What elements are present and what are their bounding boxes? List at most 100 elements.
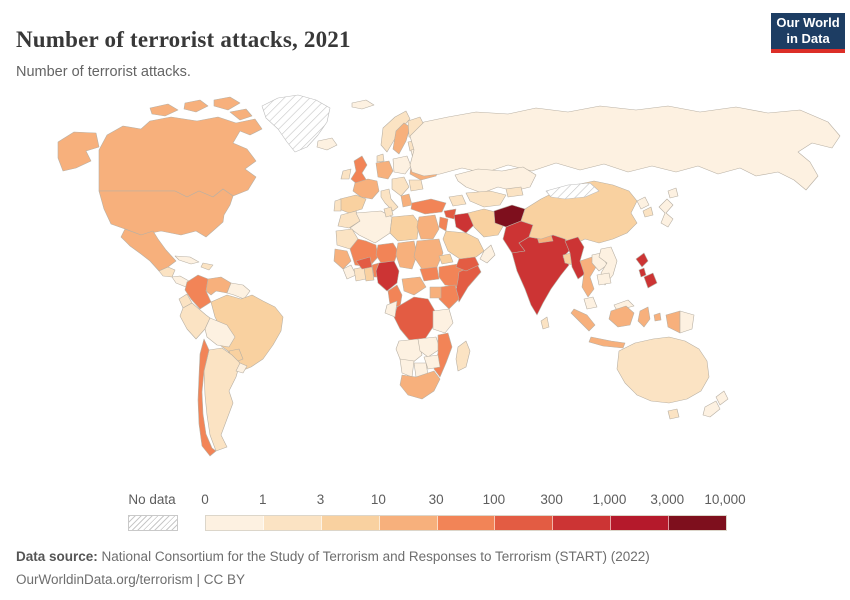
country-madagascar[interactable]	[455, 340, 471, 372]
country-uruguay[interactable]	[235, 362, 248, 374]
country-denmark[interactable]	[376, 153, 385, 163]
country-kenya[interactable]	[438, 284, 460, 310]
country-greenland[interactable]	[261, 94, 331, 153]
country-drc[interactable]	[393, 296, 436, 342]
country-png[interactable]	[679, 310, 695, 334]
legend-color-bar[interactable]	[205, 515, 727, 531]
country-canada-arctic3[interactable]	[213, 96, 241, 111]
country-argentina[interactable]	[203, 347, 241, 452]
country-eritrea[interactable]	[438, 253, 454, 265]
country-syria[interactable]	[443, 208, 457, 220]
country-oman[interactable]	[479, 244, 496, 264]
legend-bin-300–1,000[interactable]	[553, 516, 612, 530]
country-car[interactable]	[401, 276, 427, 296]
country-france[interactable]	[352, 178, 380, 200]
country-zimbabwe[interactable]	[423, 354, 441, 370]
country-algeria[interactable]	[349, 210, 393, 244]
country-cambodia[interactable]	[596, 272, 612, 286]
country-indonesia-java[interactable]	[588, 336, 626, 349]
country-indonesia-borneo[interactable]	[608, 305, 635, 328]
country-tunisia[interactable]	[383, 206, 394, 218]
country-nigeria[interactable]	[375, 260, 400, 292]
country-greece[interactable]	[400, 193, 413, 208]
country-levant[interactable]	[438, 216, 449, 232]
country-egypt[interactable]	[416, 214, 440, 240]
country-sri-lanka[interactable]	[540, 316, 550, 330]
country-iceland[interactable]	[316, 137, 338, 151]
country-russia[interactable]	[409, 105, 841, 191]
no-data-swatch[interactable]	[128, 515, 178, 531]
country-balkans[interactable]	[391, 176, 410, 197]
country-spain[interactable]	[338, 194, 367, 214]
country-cameroon[interactable]	[387, 284, 403, 308]
country-venezuela[interactable]	[205, 276, 232, 296]
legend-bin-1–3[interactable]	[263, 516, 322, 530]
country-italy[interactable]	[380, 188, 399, 212]
country-libya[interactable]	[389, 214, 420, 242]
country-usa-alaska[interactable]	[57, 131, 100, 172]
country-svalbard[interactable]	[351, 99, 375, 110]
country-philippines-visayas[interactable]	[638, 267, 647, 278]
country-ireland[interactable]	[340, 168, 352, 180]
country-chile[interactable]	[197, 338, 217, 457]
country-caucasus[interactable]	[448, 194, 467, 207]
country-australia[interactable]	[616, 336, 710, 404]
country-yemen[interactable]	[455, 256, 480, 272]
country-malaysia-peninsula[interactable]	[583, 296, 598, 310]
country-guatemala[interactable]	[158, 266, 176, 278]
legend-bin-3–10[interactable]	[321, 516, 380, 530]
country-kazakhstan[interactable]	[454, 166, 537, 194]
country-sweden[interactable]	[392, 122, 411, 155]
country-zambia[interactable]	[417, 336, 441, 358]
country-indonesia-sumatra[interactable]	[570, 308, 596, 332]
license-line[interactable]: OurWorldinData.org/terrorism | CC BY	[16, 572, 246, 587]
legend-bin-0–1[interactable]	[206, 516, 264, 530]
country-congo-gabon[interactable]	[384, 300, 398, 318]
country-indonesia-sulawesi[interactable]	[637, 306, 651, 328]
country-philippines-mindanao[interactable]	[643, 272, 658, 289]
country-iraq[interactable]	[453, 212, 475, 234]
country-mongolia[interactable]	[545, 182, 600, 200]
country-malaysia-borneo[interactable]	[613, 299, 635, 310]
country-niger[interactable]	[375, 242, 399, 264]
country-cuba[interactable]	[174, 255, 200, 265]
country-south-korea[interactable]	[642, 206, 654, 218]
country-kyrgyz-tajik[interactable]	[505, 186, 524, 198]
country-turkey[interactable]	[410, 198, 447, 215]
country-china[interactable]	[520, 180, 638, 246]
country-south-sudan[interactable]	[419, 266, 440, 282]
country-nz-north[interactable]	[715, 390, 729, 406]
country-bolivia[interactable]	[204, 317, 236, 348]
country-south-africa[interactable]	[399, 370, 441, 400]
country-indonesia-papua[interactable]	[665, 310, 681, 334]
country-germany[interactable]	[375, 160, 394, 180]
country-tanzania[interactable]	[432, 308, 454, 334]
country-uzbek-turkmen[interactable]	[465, 190, 507, 208]
country-peru[interactable]	[179, 302, 211, 340]
country-chad[interactable]	[395, 240, 418, 270]
country-poland[interactable]	[392, 155, 412, 175]
legend-bin-100–300[interactable]	[495, 516, 554, 530]
country-indonesia-moluccas[interactable]	[653, 312, 662, 322]
legend-bin-30–100[interactable]	[437, 516, 496, 530]
country-canada[interactable]	[98, 116, 263, 198]
country-canada-arctic4[interactable]	[229, 108, 253, 121]
country-nz-south[interactable]	[702, 400, 721, 418]
owid-logo[interactable]: Our World in Data	[771, 13, 845, 53]
country-romania[interactable]	[408, 179, 424, 192]
country-north-korea[interactable]	[636, 196, 650, 210]
country-mexico[interactable]	[120, 228, 177, 272]
country-canada-arctic2[interactable]	[183, 99, 209, 113]
country-uganda[interactable]	[429, 286, 442, 299]
country-portugal[interactable]	[333, 198, 342, 212]
legend-bin-3,000–10,000[interactable]	[669, 516, 727, 530]
country-philippines-luzon[interactable]	[635, 252, 649, 268]
country-sudan[interactable]	[413, 238, 444, 270]
country-senegal-guinea[interactable]	[333, 248, 352, 270]
country-saudi[interactable]	[442, 230, 485, 260]
country-canada-arctic1[interactable]	[149, 103, 179, 117]
legend-bin-1,000–3,000[interactable]	[611, 516, 670, 530]
country-tasmania[interactable]	[667, 408, 680, 420]
country-burkina[interactable]	[355, 256, 373, 270]
legend-bin-10–30[interactable]	[379, 516, 438, 530]
